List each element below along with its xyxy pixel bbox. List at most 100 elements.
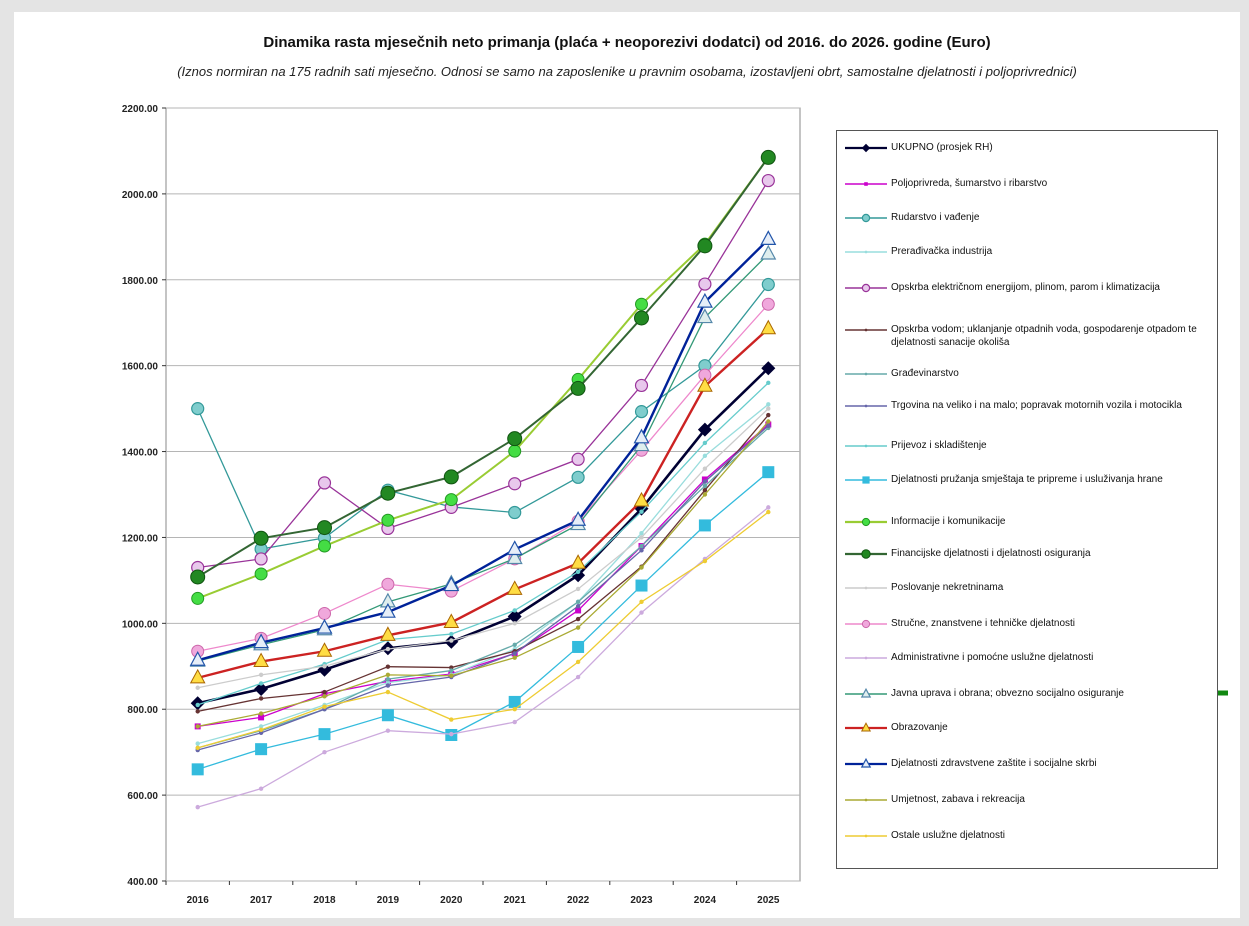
legend-swatch [845, 798, 887, 802]
point-marker [639, 543, 644, 549]
y-tick-label: 1400.00 [122, 448, 159, 459]
point-marker [762, 466, 775, 479]
point-marker [570, 380, 586, 396]
point-marker [766, 402, 771, 407]
point-marker [449, 673, 454, 678]
point-marker [379, 602, 396, 618]
point-marker [575, 625, 581, 630]
series-line [197, 253, 769, 662]
point-marker [575, 586, 581, 592]
line-chart: 400.00 600.00 800.00 1000.00 1200.00 1400.00 1… [122, 104, 1228, 906]
legend-swatch [845, 182, 887, 186]
point-marker [443, 613, 460, 628]
legend-swatch [845, 517, 887, 527]
point-marker [702, 453, 708, 459]
point-marker [571, 568, 586, 583]
legend-label: Rudarstvo i vađenje [891, 212, 980, 223]
x-tick-label: 2020 [440, 895, 463, 906]
series-19 [195, 509, 771, 751]
y-tick-label: 600.00 [127, 791, 158, 802]
series-line [197, 367, 770, 705]
legend-swatch [845, 619, 887, 629]
legend-label: Djelatnosti zdravstvene zaštite i socija… [891, 758, 1097, 769]
series-line [197, 156, 770, 600]
point-marker [318, 539, 331, 553]
x-tick-label: 2024 [694, 895, 717, 906]
point-marker [449, 638, 454, 643]
point-marker [506, 540, 523, 556]
legend-label: Javna uprava i obrana; obvezno socijalno… [891, 688, 1124, 699]
point-marker [575, 674, 581, 680]
point-marker [385, 676, 391, 682]
point-marker [864, 182, 868, 186]
series-line [197, 156, 770, 578]
series-17 [189, 230, 777, 666]
point-marker [254, 567, 268, 581]
point-marker [191, 763, 204, 776]
point-marker [512, 707, 517, 712]
point-marker [698, 277, 712, 291]
point-marker [322, 664, 327, 669]
y-tick-label: 1000.00 [122, 619, 159, 630]
point-marker [702, 466, 708, 471]
point-marker [862, 476, 870, 484]
legend-item: Opskrba električnom energijom, plinom, p… [841, 281, 1211, 295]
point-marker [861, 549, 871, 559]
y-tick-label: 2000.00 [122, 190, 159, 201]
point-marker [318, 728, 331, 741]
point-marker [195, 745, 200, 751]
point-marker [189, 668, 206, 684]
point-marker [381, 577, 395, 591]
point-marker [449, 665, 454, 670]
point-marker [443, 576, 460, 592]
legend-label: UKUPNO (prosjek RH) [891, 142, 993, 153]
series-18 [195, 419, 771, 729]
point-marker [634, 378, 649, 393]
series-5 [195, 412, 771, 714]
x-tick-label: 2017 [250, 895, 273, 906]
legend-item: Prijevoz i skladištenje [841, 439, 1211, 453]
point-marker [508, 477, 522, 491]
point-marker [258, 786, 264, 791]
point-marker [766, 509, 771, 515]
legend-item: Informacije i komunikacije [841, 515, 1211, 529]
legend-label: Građevinarstvo [891, 368, 959, 379]
legend-label: Prerađivačka industrija [891, 246, 993, 257]
point-marker [766, 419, 771, 424]
legend-item: Obrazovanje [841, 721, 1211, 735]
legend-swatch [845, 444, 887, 448]
x-tick-label: 2021 [504, 895, 527, 906]
point-marker [189, 651, 206, 666]
point-marker [258, 711, 264, 716]
legend-item: Trgovina na veliko i na malo; popravak m… [841, 399, 1211, 413]
point-marker [444, 493, 458, 507]
legend-item: UKUPNO (prosjek RH) [841, 141, 1211, 155]
point-marker [696, 292, 713, 308]
point-marker [633, 491, 650, 507]
legend-swatch [845, 476, 887, 484]
series-12 [195, 406, 771, 690]
point-marker [766, 406, 771, 411]
point-marker [507, 609, 522, 624]
point-marker [575, 603, 581, 609]
point-marker [639, 565, 644, 570]
point-marker [258, 730, 264, 736]
x-tick-label: 2023 [630, 895, 653, 906]
legend-swatch [845, 549, 887, 559]
point-marker [698, 519, 711, 532]
point-marker [385, 683, 391, 688]
point-marker [258, 714, 265, 721]
point-marker [697, 422, 712, 437]
point-marker [861, 143, 871, 153]
point-marker [381, 513, 395, 527]
point-marker [317, 476, 332, 490]
legend-item: Poslovanje nekretninama [841, 581, 1211, 595]
y-tick-label: 1600.00 [122, 362, 159, 373]
x-tick-label: 2018 [313, 895, 336, 906]
series-line [197, 284, 769, 550]
point-marker [385, 689, 391, 695]
point-marker [512, 608, 517, 613]
point-marker [570, 554, 586, 569]
point-marker [449, 631, 454, 637]
point-marker [702, 483, 708, 489]
